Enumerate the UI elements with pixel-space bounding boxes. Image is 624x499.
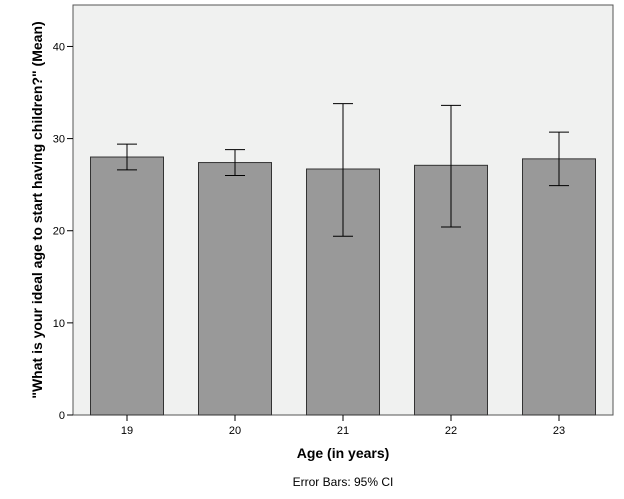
bar [522,158,596,416]
y-tick-label: 40 [53,41,65,53]
bar [90,156,164,416]
y-tick-label: 10 [53,318,65,330]
y-tick-label: 30 [53,134,65,146]
x-tick-label: 19 [121,425,133,437]
x-axis-label: Age (in years) [297,445,390,461]
y-axis-label: "What is your ideal age to start having … [29,21,45,398]
x-tick-label: 20 [229,425,241,437]
footnote: Error Bars: 95% CI [293,475,394,489]
y-tick-label: 0 [59,410,65,422]
bar [198,162,272,416]
y-tick-label: 20 [53,226,65,238]
x-tick-label: 22 [445,425,457,437]
x-tick-label: 21 [337,425,349,437]
x-tick-label: 23 [553,425,565,437]
